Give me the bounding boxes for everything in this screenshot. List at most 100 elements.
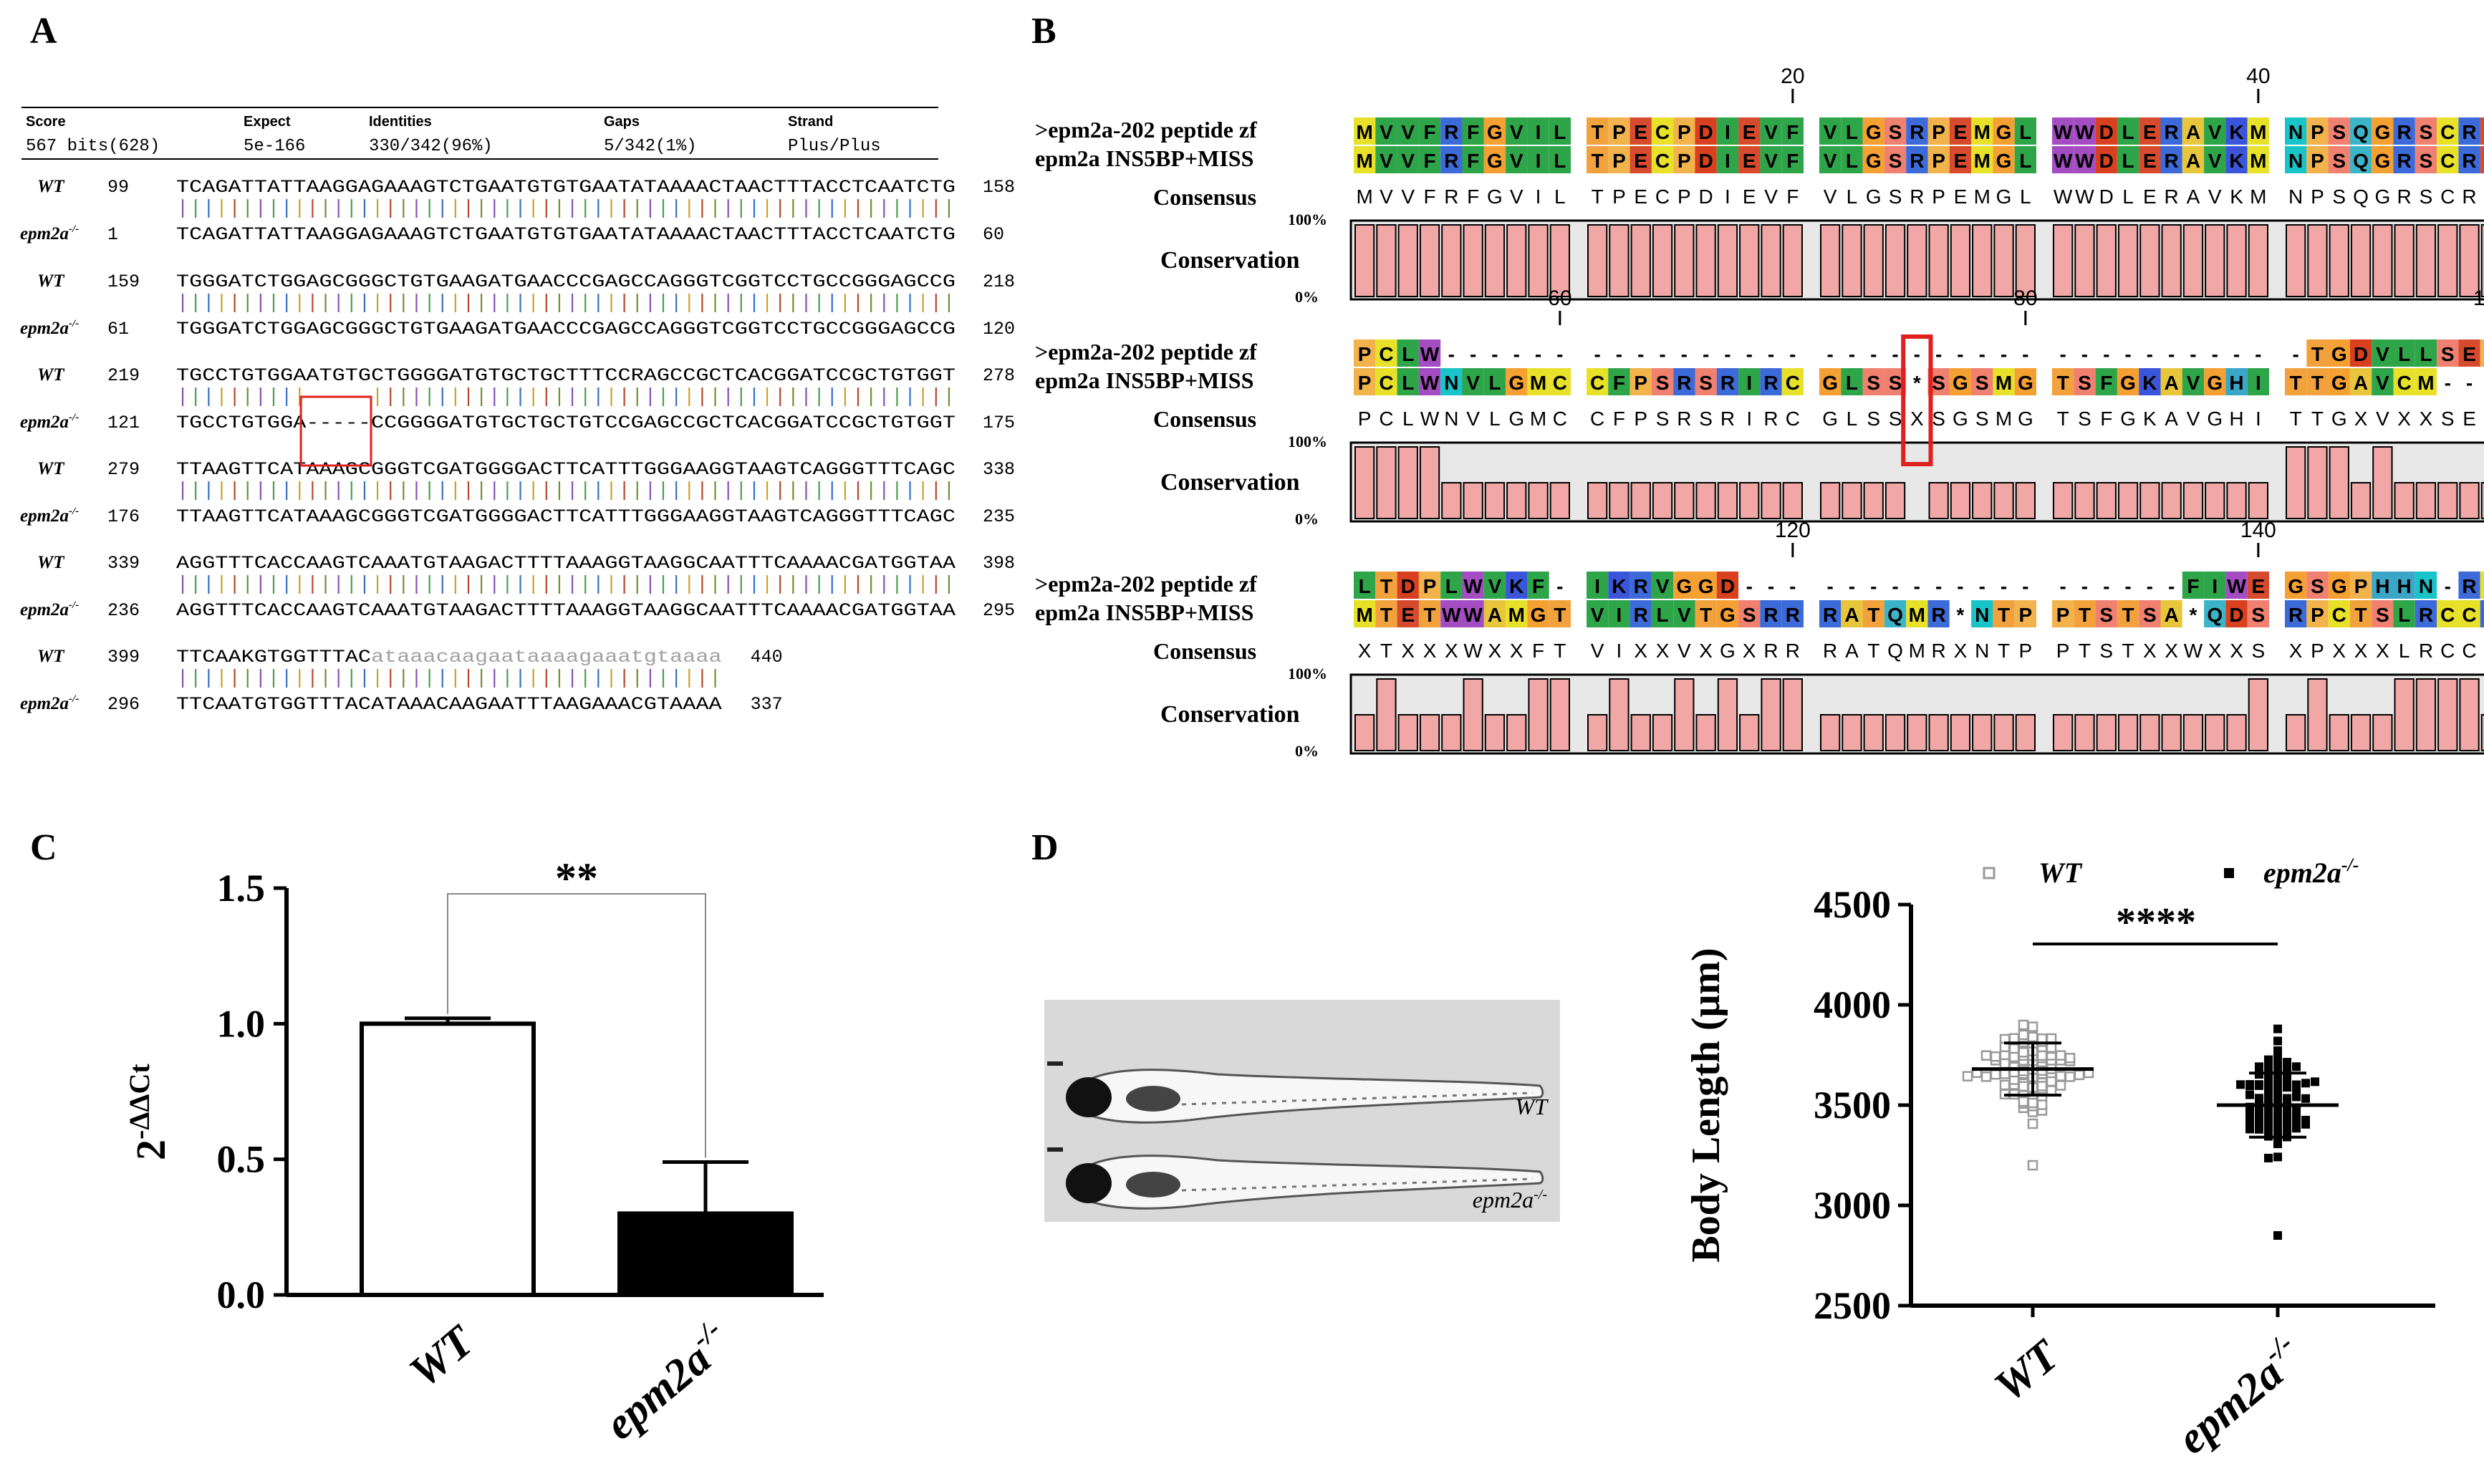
residue-letter: T	[1592, 121, 1604, 143]
residue-letter: -	[1724, 343, 1730, 365]
residue-cell	[1549, 117, 1571, 145]
residue-letter: L	[2122, 121, 2134, 143]
residue-letter: F	[1613, 372, 1625, 394]
residue-cell	[1587, 368, 1609, 395]
residue-letter: L	[2019, 150, 2031, 172]
row-start-wt: 219	[107, 365, 140, 386]
residue-cell	[1738, 368, 1761, 395]
data-point	[2264, 1089, 2273, 1098]
residue-letter: V	[1824, 121, 1837, 143]
consensus-letter: P	[2019, 640, 2033, 662]
residue-letter: S	[1975, 372, 1989, 394]
y-tick-label: 3500	[1814, 1084, 1891, 1127]
residue-letter: S	[1656, 372, 1670, 394]
residue-letter: D	[2354, 343, 2368, 365]
data-point	[2018, 1096, 2029, 1107]
residue-letter: T	[1998, 604, 2010, 626]
residue-cell	[2393, 572, 2415, 599]
residue-letter: D	[2099, 121, 2114, 143]
data-point	[1990, 1051, 2001, 1062]
residue-letter: L	[1846, 150, 1858, 172]
consensus-letter: C	[2462, 640, 2476, 662]
residue-cell	[2225, 368, 2248, 395]
data-point	[2292, 1062, 2301, 1071]
data-point	[2055, 1080, 2066, 1091]
match-bars	[181, 669, 716, 688]
residue-letter: S	[1743, 604, 1756, 626]
consensus-letter: R	[1823, 640, 1837, 662]
residue-cell	[1906, 368, 1928, 395]
conservation-bar	[2074, 482, 2095, 519]
residue-cell	[1862, 117, 1884, 145]
residue-letter: A	[2165, 372, 2179, 394]
data-point	[2273, 1036, 2282, 1046]
residue-cell	[1862, 600, 1884, 627]
conservation-bar	[2437, 678, 2458, 751]
consensus-letter: X	[1401, 640, 1415, 662]
consensus-letter: S	[2332, 186, 2346, 208]
residue-letter: V	[1764, 121, 1778, 143]
residue-cell	[1418, 572, 1441, 599]
conservation-bar	[1993, 224, 2014, 297]
conservation-bar	[1761, 224, 1781, 297]
residue-cell	[1440, 572, 1463, 599]
match-bars	[181, 294, 950, 312]
bar-epm2a	[617, 1211, 794, 1298]
residues-ins5bp-miss: P C L W N V L G M C C F P S R S R I R C G L S S * S G S M G T S F G K A V G H I…	[1354, 368, 2473, 395]
consensus-letter: S	[2099, 640, 2113, 662]
consensus-letter: R	[1910, 186, 1924, 208]
alignment-block: WT 99 TCAGATTATTAAGGAGAAAGTCTGAATGTGTGAATA…	[20, 177, 1015, 245]
residue-letter: R	[1444, 150, 1458, 172]
consensus-letter: T	[1380, 640, 1392, 662]
residue-letter: W	[1420, 343, 1440, 365]
data-point	[2245, 1081, 2254, 1091]
panel-d-letter: D	[1031, 827, 1059, 868]
residue-cell	[1608, 572, 1630, 599]
position-tick-label: 60	[1548, 286, 1571, 310]
residue-letter: D	[1699, 150, 1713, 172]
residue-letter: M	[1356, 604, 1372, 626]
data-point	[1980, 1050, 1992, 1061]
residue-letter: E	[1954, 121, 1968, 143]
conservation-bar	[2139, 482, 2160, 519]
residue-letter: S	[2078, 372, 2091, 394]
residue-cell	[2349, 368, 2372, 395]
residue-cell	[1549, 146, 1571, 173]
residue-cell	[2285, 368, 2307, 395]
residue-letter: W	[2054, 121, 2073, 143]
conservation-bar	[2286, 224, 2306, 297]
residue-letter: S	[2143, 604, 2157, 626]
conservation-bar	[2415, 482, 2437, 519]
match-bars	[181, 575, 950, 594]
residue-cell	[2372, 117, 2394, 145]
consensus-letter: M	[1974, 186, 1990, 208]
residue-cell	[2074, 600, 2096, 627]
residue-cell	[2014, 146, 2036, 173]
residue-letter: F	[2187, 575, 2199, 597]
conservation-bar	[1739, 224, 1760, 297]
row-start-wt: 279	[107, 459, 140, 480]
residue-letter: R	[1634, 575, 1648, 597]
residue-cell	[1819, 600, 1842, 627]
residue-letter: -	[2022, 343, 2028, 365]
residue-cell	[1673, 146, 1695, 173]
conservation-bar	[2096, 482, 2117, 519]
conservation-bar	[1717, 678, 1738, 751]
residue-cell	[1949, 368, 1972, 395]
consensus-letter: X	[2143, 640, 2157, 662]
conservation-bar	[1652, 714, 1673, 751]
consensus-letter: C	[1590, 408, 1604, 430]
residue-letter: V	[1824, 150, 1837, 172]
conservation-bar	[1397, 446, 1418, 519]
position-tick-label: 40	[2246, 64, 2270, 88]
residue-letter: E	[2143, 150, 2157, 172]
residue-letter: -	[1957, 575, 1963, 597]
consensus-letter: F	[1786, 186, 1799, 208]
residue-letter: W	[1420, 372, 1440, 394]
significance-stars: ****	[2116, 900, 2196, 945]
residue-letter: G	[2331, 343, 2347, 365]
residue-cell	[1375, 572, 1397, 599]
conservation-bar	[2437, 482, 2458, 519]
consensus-letter: V	[1591, 640, 1604, 662]
